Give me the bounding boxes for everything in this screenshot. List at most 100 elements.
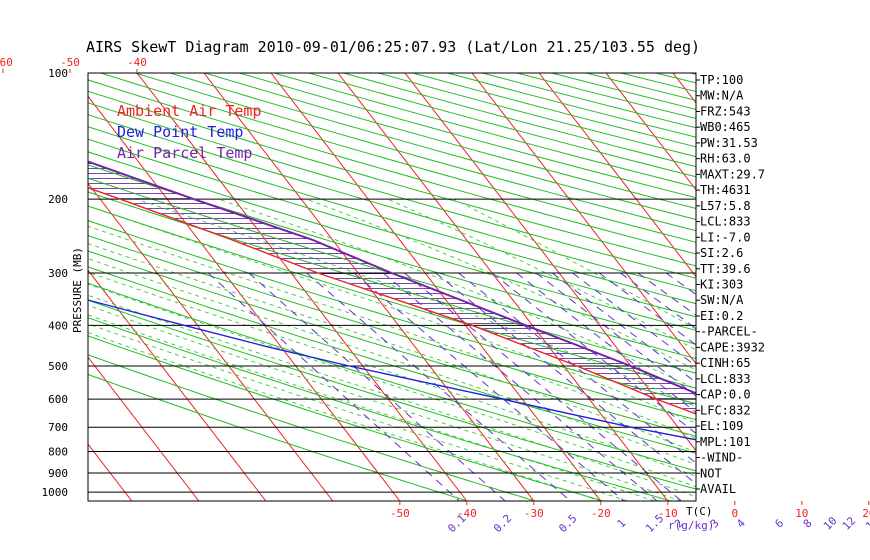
mixing-ratio-label: 1	[615, 517, 629, 531]
pressure-tick-label: 700	[48, 421, 68, 434]
series-line-dew-point-temp	[88, 299, 696, 441]
index-entry: SW:N/A	[700, 293, 744, 307]
isotherm-line	[88, 95, 401, 501]
pressure-tick-label: 1000	[42, 486, 69, 499]
pressure-tick-label: 800	[48, 446, 68, 459]
index-entry: MW:N/A	[700, 89, 744, 103]
mixing-ratio-line	[572, 272, 696, 367]
isotherm-line	[88, 356, 200, 501]
moist-adiabat-lines	[88, 198, 696, 501]
index-entry: -WIND-	[700, 451, 743, 465]
mixing-ratio-line	[516, 272, 696, 413]
isotherm-line	[404, 73, 696, 452]
pressure-tick-label: 300	[48, 267, 68, 280]
moist-adiabat-line	[88, 294, 696, 498]
isobar-lines	[88, 72, 696, 493]
index-entry: TT:39.6	[700, 262, 751, 276]
moist-adiabat-line	[136, 198, 696, 408]
dry-adiabat-line	[88, 250, 696, 437]
mixing-ratio-label: 4	[734, 516, 748, 530]
series-line-air-parcel-temp	[88, 160, 696, 395]
index-entry: CINH:65	[700, 356, 751, 370]
pressure-tick-label: 100	[48, 67, 68, 80]
isotherm-line	[270, 73, 602, 501]
dry-adiabat-line	[343, 73, 696, 168]
index-entry: NOT	[700, 466, 722, 480]
pressure-tick-label: 900	[48, 467, 68, 480]
index-entry: LCL:833	[700, 215, 751, 229]
isotherm-line	[88, 182, 334, 501]
bottom-temp-label: 20	[862, 507, 870, 520]
index-entry: TP:100	[700, 73, 743, 87]
mixing-ratio-label: 12	[840, 514, 859, 533]
mixing-ratio-line	[207, 272, 460, 501]
pressure-tick-label: 200	[48, 193, 68, 206]
legend-entry: Air Parcel Temp	[117, 144, 252, 162]
index-entry: FRZ:543	[700, 104, 751, 118]
top-temp-label: -60	[0, 56, 13, 69]
moist-adiabat-line	[88, 271, 696, 477]
dry-adiabat-line	[88, 102, 696, 279]
mixing-ratio-line	[353, 272, 625, 501]
index-entry: PW:31.53	[700, 136, 758, 150]
dry-adiabat-line	[274, 73, 696, 188]
moist-adiabat-line	[387, 198, 696, 351]
mixing-ratio-label: 6	[772, 517, 786, 531]
mixing-ratio-line	[306, 272, 571, 501]
index-entry: LFC:832	[700, 403, 751, 417]
isotherm-line	[807, 73, 870, 501]
dry-adiabat-line	[88, 177, 696, 360]
index-entry: SI:2.6	[700, 246, 743, 260]
dry-adiabat-line	[482, 73, 696, 129]
cape-hatch-area	[88, 163, 696, 415]
index-entry: CAP:0.0	[700, 388, 751, 402]
moist-adiabat-line	[88, 323, 628, 501]
top-temp-label: -40	[127, 56, 147, 69]
mixing-ratio-label: 15	[863, 514, 870, 533]
dry-adiabat-line	[655, 73, 696, 84]
isotherm-line	[538, 73, 696, 278]
y-axis-label: PRESSURE (MB)	[71, 247, 84, 333]
index-entry: WB0:465	[700, 120, 751, 134]
mixing-ratio-label: 10	[821, 514, 840, 533]
series-line-ambient-air-temp	[88, 186, 696, 415]
chart-title: AIRS SkewT Diagram 2010-09-01/06:25:07.9…	[86, 38, 700, 56]
mixing-ratio-line	[248, 272, 506, 501]
profile-series	[88, 160, 696, 441]
moist-adiabat-line	[88, 205, 696, 424]
bottom-temp-label: -50	[390, 507, 410, 520]
legend-entry: Ambient Air Temp	[117, 102, 262, 120]
mixing-ratio-line	[637, 272, 696, 316]
moist-adiabat-line	[88, 225, 696, 439]
index-entry: EL:109	[700, 419, 743, 433]
mixing-ratio-label: 0.5	[556, 512, 579, 535]
legend-entry: Dew Point Temp	[117, 123, 243, 141]
dry-adiabat-line	[88, 282, 696, 472]
top-temp-label: -50	[60, 56, 80, 69]
index-entry: MAXT:29.7	[700, 167, 765, 181]
mixing-ratio-line	[665, 272, 696, 296]
isotherm-line	[605, 73, 696, 191]
dry-adiabat-line	[829, 73, 870, 501]
isotherm-line	[471, 73, 696, 365]
dry-adiabat-line	[88, 151, 696, 331]
moist-adiabat-line	[453, 198, 696, 330]
isotherm-line	[0, 73, 65, 501]
isotherm-line	[136, 73, 468, 501]
dry-adiabat-line	[794, 73, 870, 501]
temp-units-label: T(C)	[686, 505, 713, 518]
isotherm-line	[88, 443, 133, 501]
dry-adiabat-line	[88, 299, 696, 490]
mixing-ratio-line	[552, 272, 696, 384]
moist-adiabat-line	[88, 243, 696, 453]
index-entry: MPL:101	[700, 435, 751, 449]
dry-adiabat-line	[88, 138, 696, 318]
index-entry: RH:63.0	[700, 152, 751, 166]
pressure-tick-label: 400	[48, 319, 68, 332]
bottom-temp-label: -40	[457, 507, 477, 520]
dry-adiabat-line	[412, 73, 696, 148]
dry-adiabat-lines	[88, 73, 870, 501]
isotherm-lines	[0, 73, 870, 501]
plot-frame	[87, 72, 697, 502]
